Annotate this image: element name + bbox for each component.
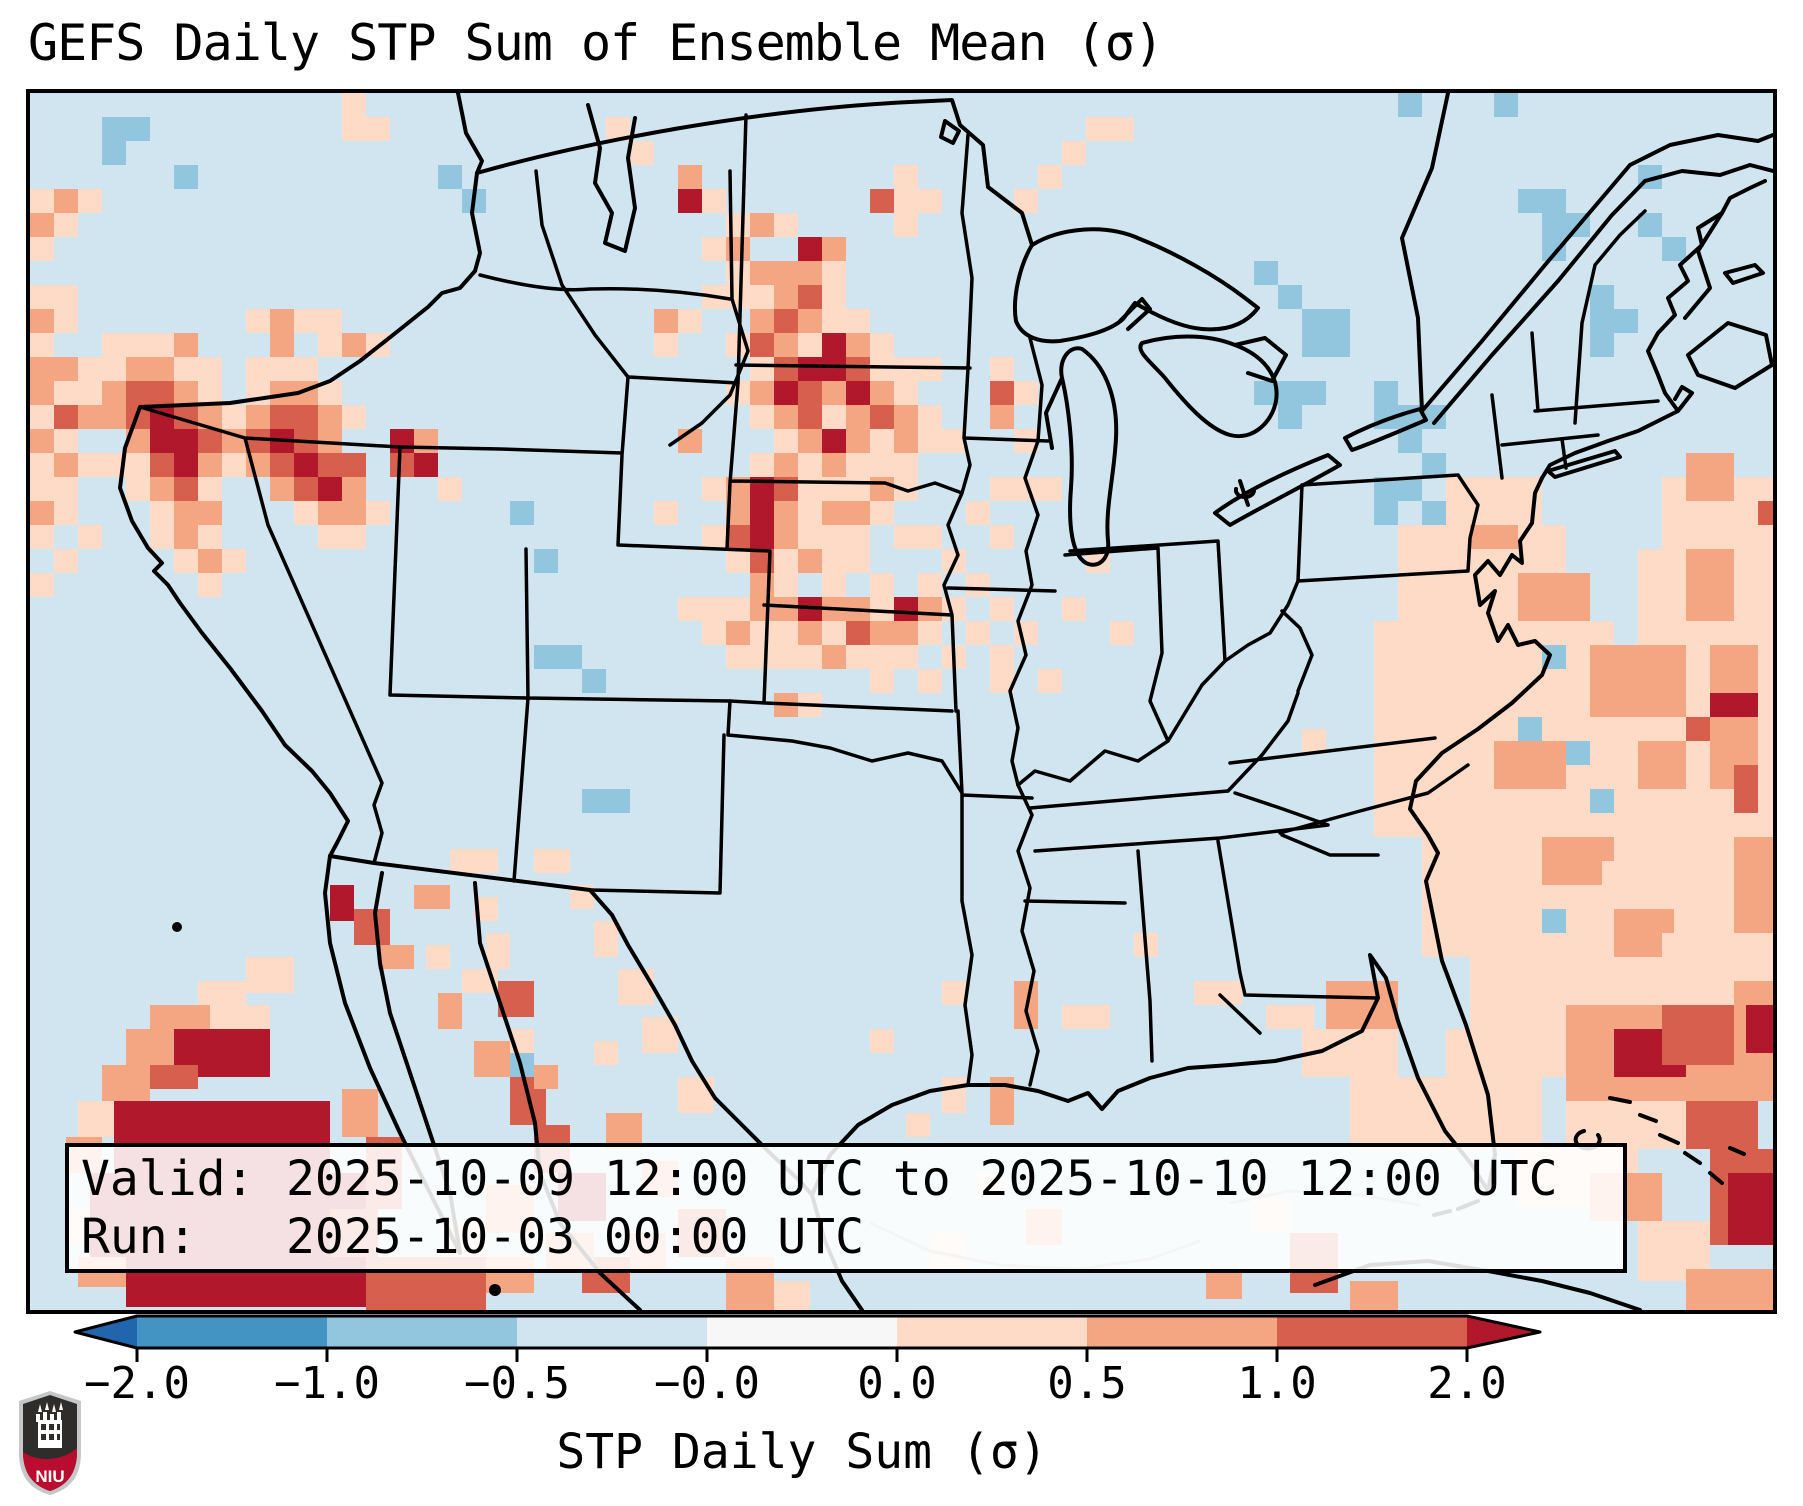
- page-title: GEFS Daily STP Sum of Ensemble Mean (σ): [28, 14, 1164, 72]
- colorbar-tick-2.0: 2.0: [1427, 1358, 1507, 1409]
- gulf-atlantic-coast: [810, 476, 1552, 1197]
- nova-scotia: [1686, 321, 1773, 390]
- valid-value: 2025-10-09 12:00 UTC to 2025-10-10 12:00…: [286, 1151, 1558, 1207]
- run-label: Run:: [81, 1209, 197, 1265]
- colorbar-tick-−2.0: −2.0: [84, 1358, 190, 1409]
- colorbar-tick-−0.0: −0.0: [654, 1358, 760, 1409]
- mississippi-river: [1008, 439, 1040, 1087]
- valid-line: Valid: 2025-10-09 12:00 UTC to 2025-10-1…: [81, 1152, 1613, 1206]
- lake-michigan: [1044, 346, 1119, 567]
- st-lawrence-river: [1420, 163, 1647, 425]
- castle-icon: [36, 1402, 63, 1448]
- state-borders-midwest: [946, 336, 1300, 787]
- colorbar-axis-label: STP Daily Sum (σ): [556, 1424, 1048, 1480]
- quebec-coast: [1628, 133, 1773, 183]
- lake-ontario: [1343, 407, 1428, 452]
- niu-logo: NIU: [16, 1390, 84, 1496]
- valid-run-info-box: Valid: 2025-10-09 12:00 UTC to 2025-10-1…: [65, 1143, 1627, 1273]
- lake-st-clair: [1233, 479, 1256, 507]
- run-line: Run: 2025-10-03 00:00 UTC: [81, 1210, 1613, 1264]
- lake-of-the-woods: [939, 119, 961, 145]
- map-panel: Valid: 2025-10-09 12:00 UTC to 2025-10-1…: [26, 89, 1777, 1314]
- lake-superior: [1013, 227, 1260, 344]
- colorbar-tick-−0.5: −0.5: [464, 1358, 570, 1409]
- colorbar-svg: [73, 1314, 1542, 1362]
- state-borders-south: [1028, 609, 1470, 1063]
- pacific-coast: [118, 269, 477, 858]
- long-island: [1546, 449, 1622, 479]
- island-dot-1: [172, 922, 182, 932]
- state-borders-plains: [626, 113, 1050, 713]
- logo-text: NIU: [35, 1467, 64, 1486]
- new-brunswick-border: [1683, 211, 1724, 320]
- new-england-coast: [1540, 179, 1767, 480]
- colorbar-tick-−1.0: −1.0: [274, 1358, 380, 1409]
- island-dot-2: [489, 1284, 501, 1296]
- valid-label: Valid:: [81, 1151, 255, 1207]
- run-value: 2025-10-03 00:00 UTC: [286, 1209, 864, 1265]
- colorbar-tick-1.0: 1.0: [1237, 1358, 1317, 1409]
- us-map: [30, 93, 1773, 1310]
- lake-huron: [1138, 334, 1288, 439]
- state-borders-northeast: [1296, 209, 1660, 583]
- puget-sound: [586, 103, 637, 253]
- prince-edward-island: [1723, 263, 1765, 285]
- colorbar: −2.0 −1.0 −0.5 −0.0 0.0 0.5 1.0 2.0 STP Daily S…: [0, 1306, 1803, 1506]
- bahamas-islands: [1573, 1096, 1746, 1185]
- washington-coast: [456, 93, 484, 273]
- ontario-quebec-border: [1400, 93, 1450, 413]
- lake-erie: [1213, 453, 1342, 527]
- colorbar-tick-0.5: 0.5: [1047, 1358, 1127, 1409]
- colorbar-tick-0.0: 0.0: [857, 1358, 937, 1409]
- state-borders-southcentral: [512, 696, 1127, 1087]
